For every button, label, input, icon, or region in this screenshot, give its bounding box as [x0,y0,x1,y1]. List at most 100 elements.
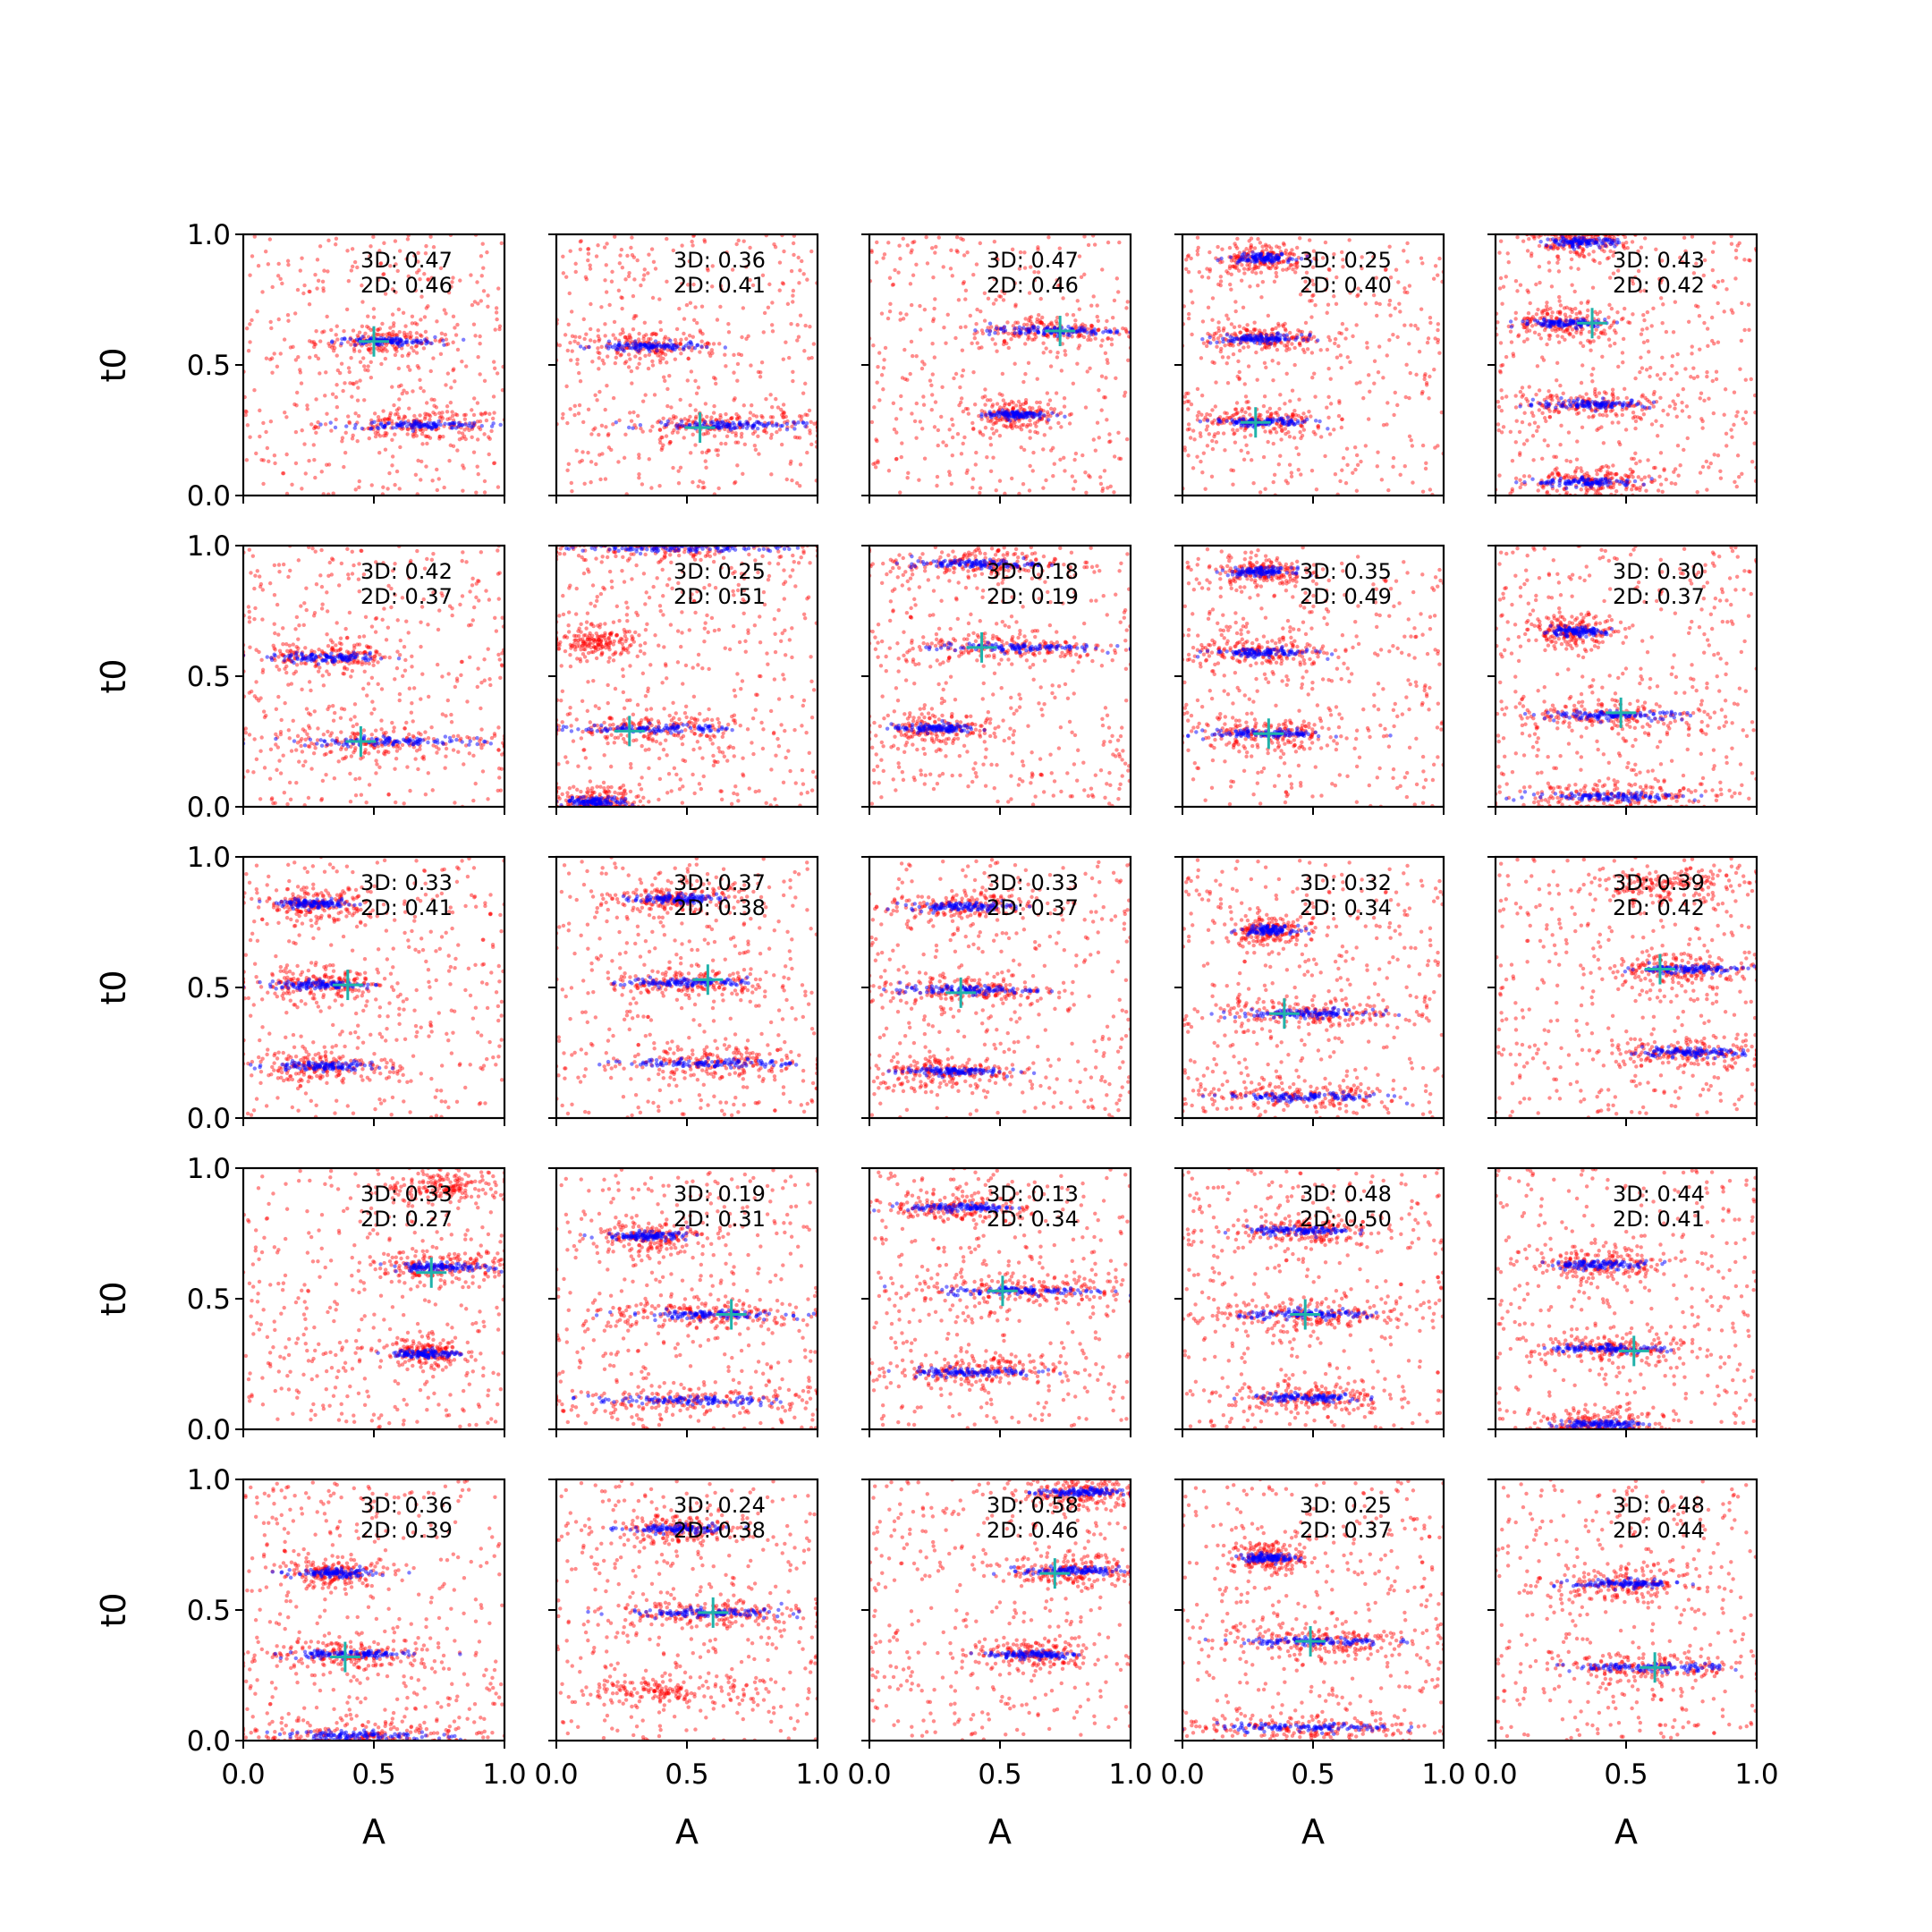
red-point [1325,347,1330,352]
red-point [1630,487,1634,492]
red-point [1309,299,1314,303]
blue-point [1240,252,1245,258]
red-point [312,457,317,462]
red-point [1633,419,1639,424]
blue-point [770,423,775,428]
blue-point [784,421,790,426]
red-point [781,357,786,361]
blue-point [644,344,648,349]
red-point [1022,250,1027,255]
red-point [1581,408,1587,412]
red-point [1243,327,1249,332]
red-point [258,408,262,413]
red-point [597,432,601,437]
red-point [385,417,390,421]
red-point [705,341,710,345]
red-point [1599,425,1604,429]
blue-point [648,344,653,349]
blue-point [1235,260,1240,265]
red-point [416,458,420,463]
red-point [1291,414,1295,419]
red-point [1670,363,1674,369]
red-point [1644,488,1648,493]
red-point [1204,428,1209,432]
red-point [1394,267,1399,272]
red-point [275,364,280,369]
red-point [892,427,897,432]
red-point [1718,469,1723,473]
red-point [993,342,997,346]
red-point [974,450,979,455]
red-point [741,306,746,310]
blue-point [425,339,429,343]
red-point [471,396,477,401]
red-point [1250,269,1255,275]
red-point [596,346,600,351]
red-point [335,353,339,358]
red-point [1218,349,1224,354]
red-point [478,334,482,339]
red-point [637,455,641,461]
red-point [673,357,678,361]
red-point [672,428,676,433]
red-point [346,279,352,284]
red-point [1283,427,1288,431]
red-point [1112,326,1117,331]
blue-point [631,426,635,430]
red-point [312,344,317,350]
red-point [1244,328,1249,333]
red-point [597,351,602,356]
blue-point [489,424,495,428]
red-point [1189,289,1193,293]
red-point [1028,422,1033,428]
red-point [691,335,695,339]
red-point [1309,315,1314,319]
red-point [491,461,496,466]
red-point [1185,254,1191,258]
red-point [436,477,441,481]
red-point [898,490,902,495]
red-point [1595,312,1600,317]
red-point [1057,283,1063,287]
blue-point [796,420,801,425]
red-point [1199,434,1203,438]
red-point [382,241,386,245]
red-point [1260,249,1266,253]
red-point [1516,334,1521,339]
red-point [420,442,425,446]
red-point [1218,333,1223,338]
red-point [1298,429,1302,435]
red-point [658,360,663,365]
red-point [1570,309,1574,315]
red-point [1557,299,1562,303]
red-point [1707,465,1711,470]
red-point [575,361,580,366]
red-point [997,433,1003,438]
red-point [877,398,882,402]
red-point [1377,301,1382,307]
red-point [920,360,925,364]
red-point [356,413,361,419]
red-point [1740,301,1744,306]
red-point [1354,488,1360,493]
blue-point [988,413,993,419]
red-point [703,459,708,463]
red-point [709,348,715,352]
red-point [1498,370,1503,375]
red-point [1730,435,1734,439]
red-point [291,344,295,350]
red-point [318,339,323,343]
blue-point [395,341,400,345]
red-point [1606,465,1611,470]
red-point [298,268,302,273]
red-point [1303,279,1308,284]
red-point [639,426,643,431]
red-point [1229,468,1233,472]
red-point [1614,413,1619,418]
red-point [709,415,714,419]
red-point [256,264,261,268]
red-point [487,411,492,416]
red-point [325,462,329,467]
red-point [768,393,773,397]
red-point [657,358,663,362]
